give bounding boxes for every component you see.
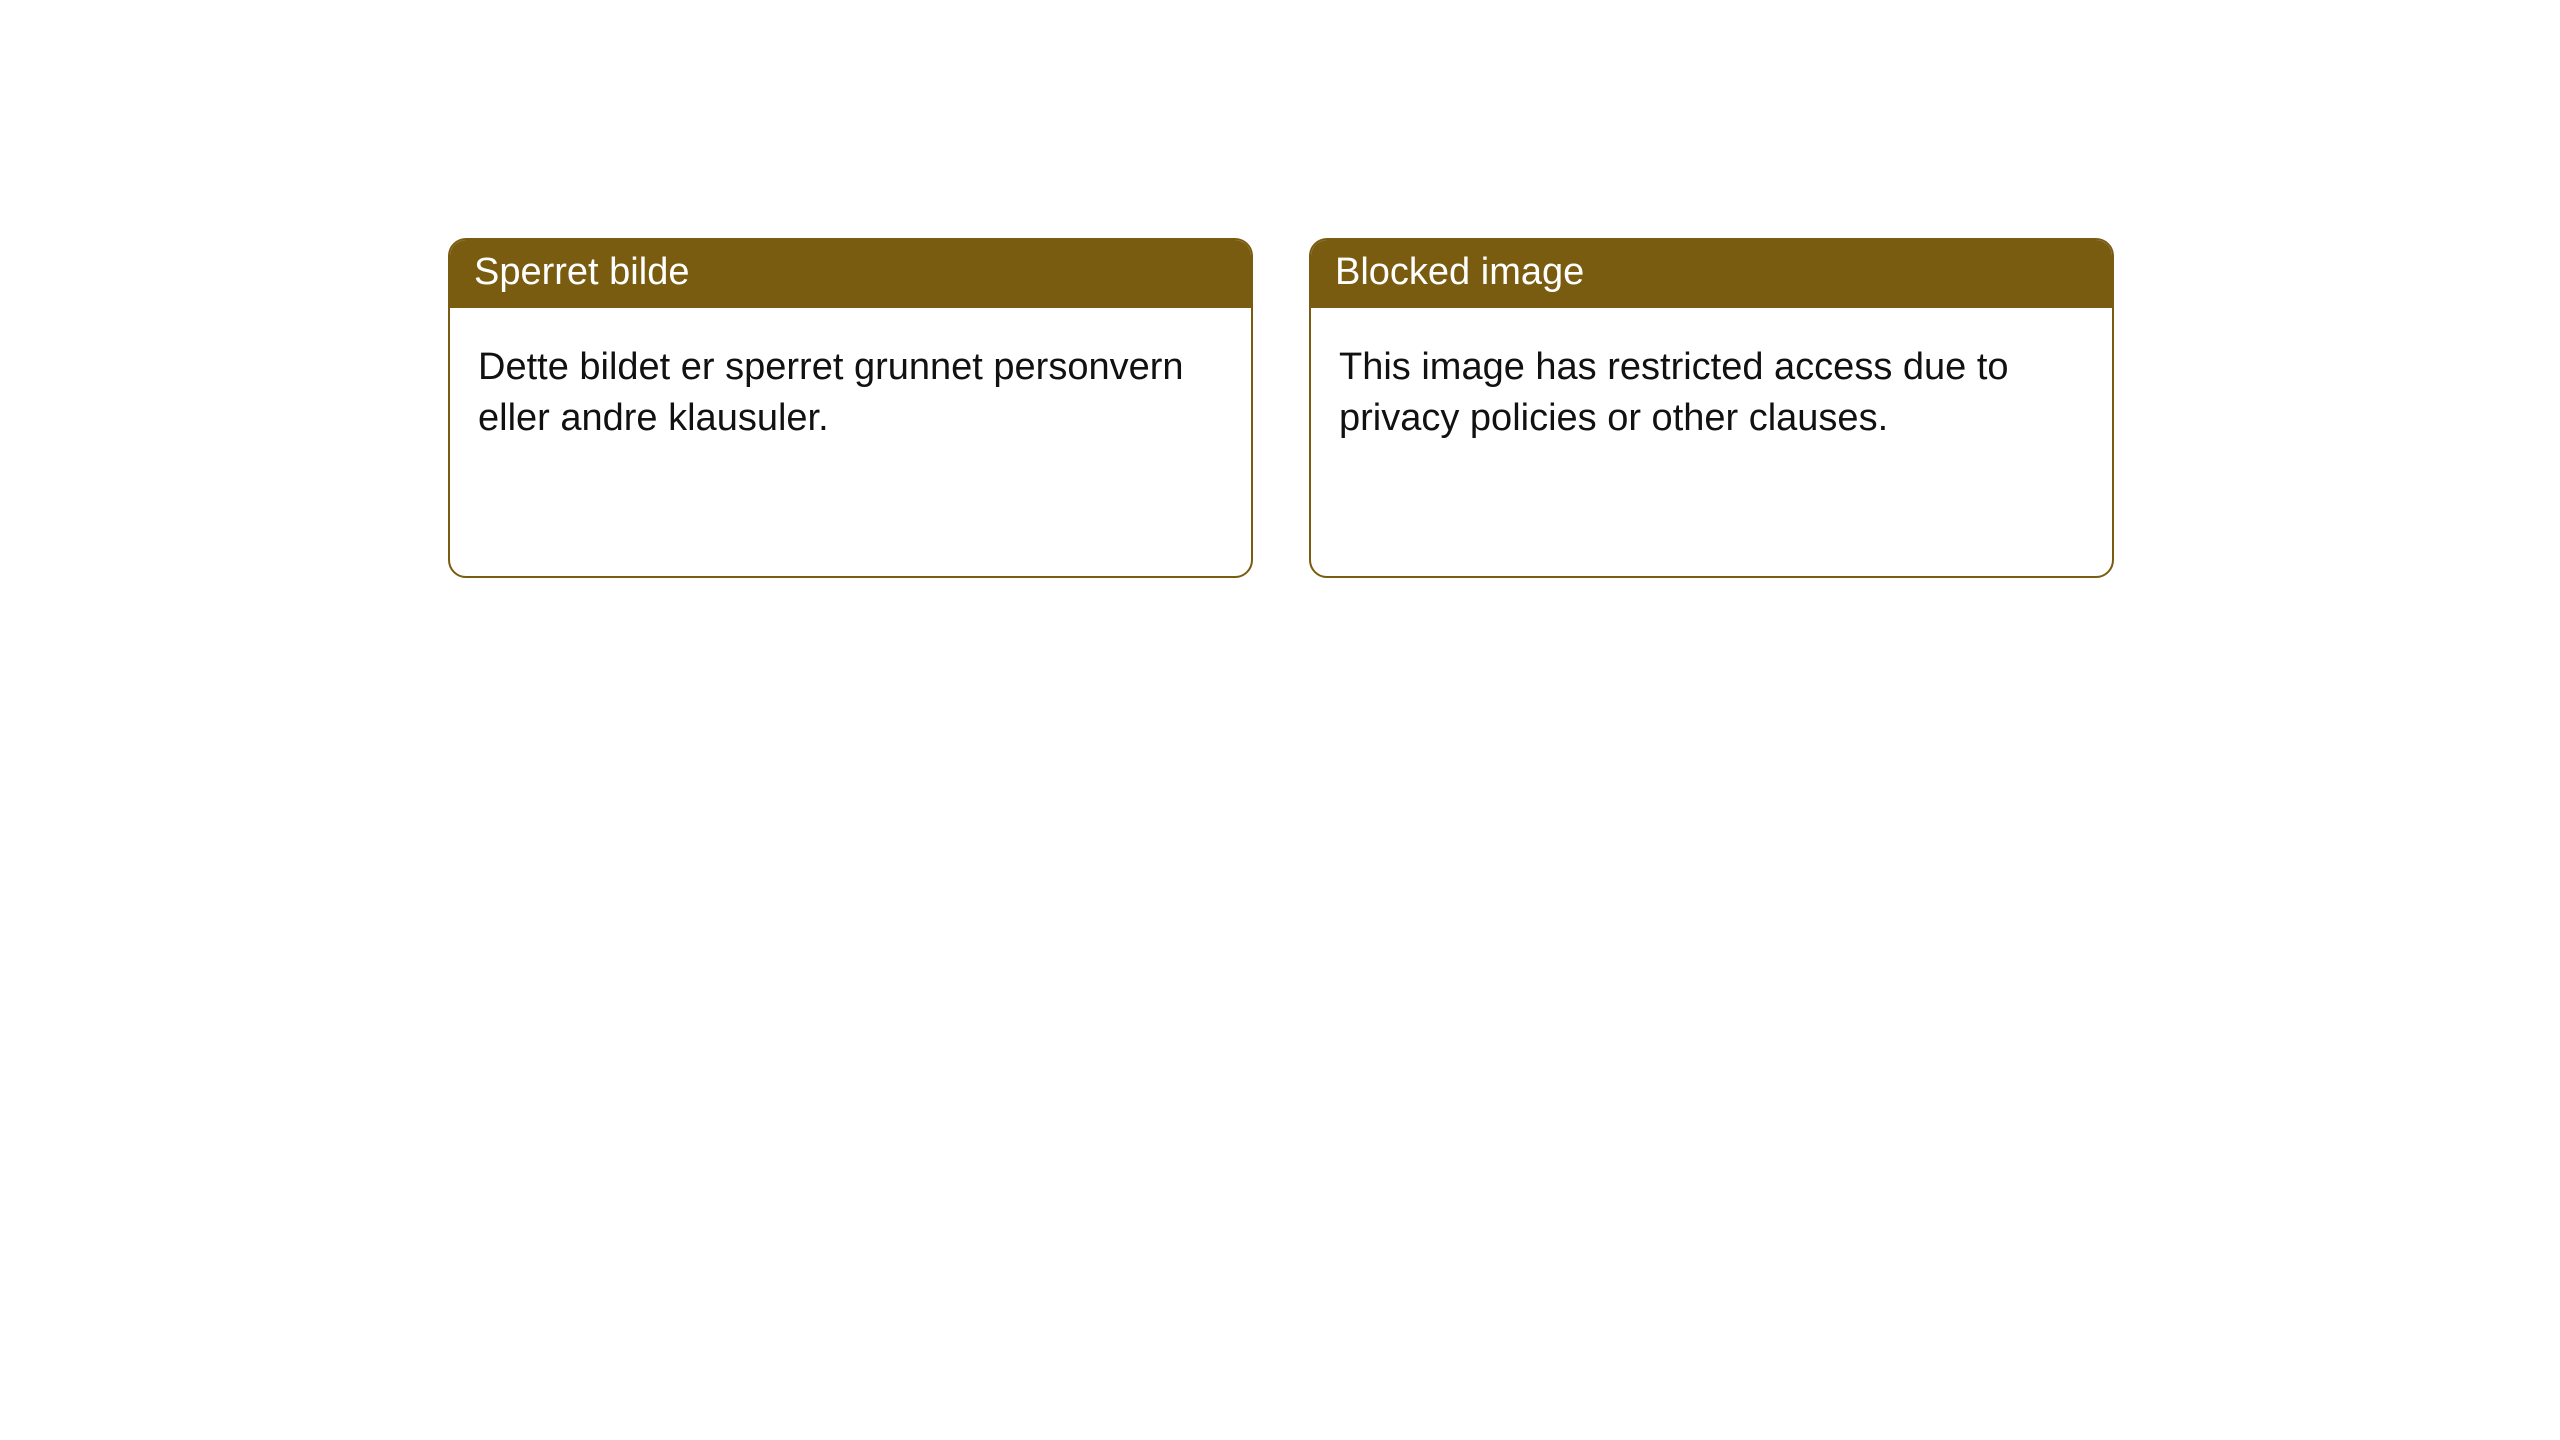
notice-card-norwegian: Sperret bilde Dette bildet er sperret gr…: [448, 238, 1253, 578]
notice-card-english: Blocked image This image has restricted …: [1309, 238, 2114, 578]
notice-card-body: This image has restricted access due to …: [1311, 308, 2112, 473]
notice-card-title: Sperret bilde: [450, 240, 1251, 308]
notice-card-title: Blocked image: [1311, 240, 2112, 308]
notice-cards-container: Sperret bilde Dette bildet er sperret gr…: [448, 238, 2114, 578]
notice-card-body: Dette bildet er sperret grunnet personve…: [450, 308, 1251, 473]
